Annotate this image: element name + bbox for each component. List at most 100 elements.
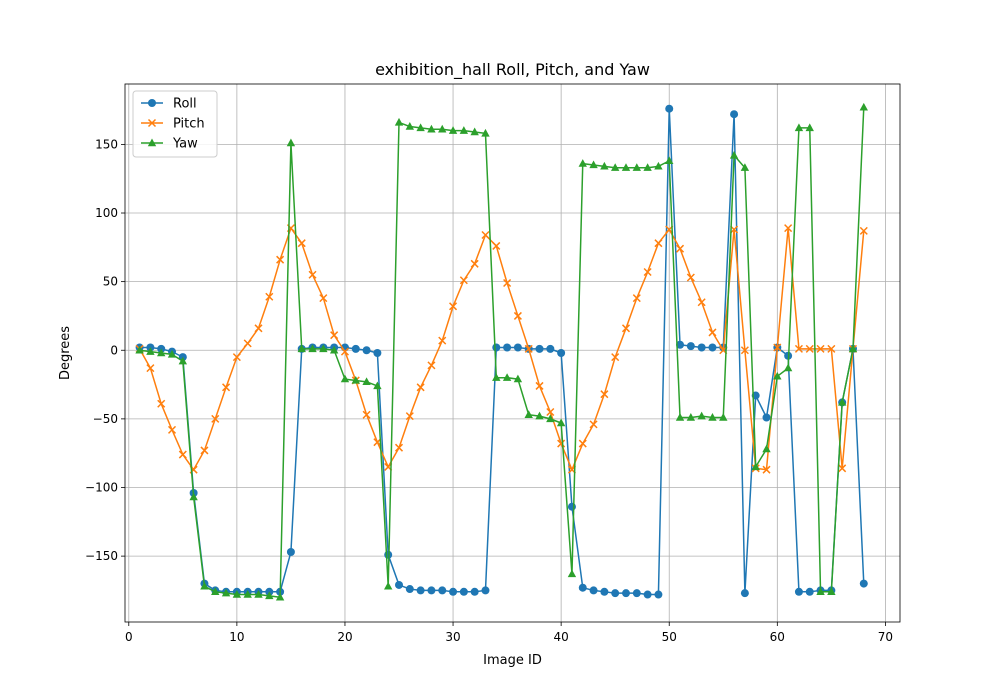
yaw-point <box>708 413 717 421</box>
yaw-point <box>794 123 804 132</box>
roll-point <box>676 340 685 349</box>
yaw-point <box>589 160 598 169</box>
roll-point <box>438 586 447 595</box>
pitch-point <box>265 292 274 301</box>
yaw-point <box>416 123 425 132</box>
roll-point <box>632 589 641 598</box>
pitch-point <box>167 425 177 434</box>
y-axis-label: Degrees <box>58 326 73 380</box>
roll-point <box>416 586 425 595</box>
yaw-point <box>492 373 501 381</box>
y-tick-label: −50 <box>93 412 118 426</box>
y-tick-label: 50 <box>103 275 118 289</box>
yaw-point <box>297 344 306 353</box>
pitch-point <box>621 324 631 333</box>
pitch-line <box>138 227 865 471</box>
yaw-point <box>816 587 825 596</box>
yaw-point <box>308 344 317 353</box>
y-axis-ticks: −150 −100 −50 0 50 100 150 <box>85 137 125 563</box>
yaw-point <box>621 163 631 171</box>
roll-point <box>503 343 512 352</box>
pitch-point <box>146 364 155 373</box>
roll-point <box>611 589 620 598</box>
roll-point <box>351 344 360 353</box>
roll-point <box>654 590 663 599</box>
yaw-point <box>427 124 436 133</box>
pitch-point <box>676 244 685 253</box>
yaw-point <box>697 411 706 420</box>
yaw-point <box>502 373 512 381</box>
yaw-point <box>848 344 858 353</box>
yaw-point <box>567 569 577 578</box>
yaw-point <box>232 590 242 598</box>
roll-line <box>139 107 865 596</box>
pitch-point <box>222 383 231 392</box>
y-tick-label: 100 <box>95 206 118 220</box>
roll-point <box>697 343 706 352</box>
yaw-point <box>578 159 587 167</box>
x-tick-label: 30 <box>445 630 460 644</box>
legend-label-yaw: Yaw <box>172 137 198 152</box>
yaw-point <box>837 397 847 406</box>
yaw-point <box>243 590 252 598</box>
pitch-point <box>416 383 425 392</box>
pitch-point <box>297 239 306 248</box>
yaw-point <box>686 413 696 421</box>
y-tick-label: 0 <box>110 343 118 357</box>
x-tick-label: 60 <box>770 630 785 644</box>
yaw-point <box>340 374 350 383</box>
pitch-point <box>405 412 414 421</box>
pitch-point <box>232 353 241 362</box>
x-tick-label: 70 <box>878 630 893 644</box>
y-tick-label: 150 <box>95 137 118 151</box>
pitch-point <box>859 226 868 235</box>
yaw-point <box>773 371 782 380</box>
plot-frame <box>124 83 901 623</box>
roll-point <box>427 586 436 595</box>
roll-point <box>730 110 739 119</box>
x-tick-label: 40 <box>553 630 568 644</box>
yaw-point <box>265 591 274 600</box>
yaw-point <box>481 128 490 137</box>
roll-point <box>373 349 382 357</box>
x-tick-label: 10 <box>229 630 244 644</box>
legend: Roll Pitch Yaw <box>132 90 218 158</box>
pitch-point <box>254 324 263 333</box>
yaw-point <box>827 587 836 596</box>
yaw-point <box>319 344 328 353</box>
pitch-point <box>200 446 209 455</box>
roll-point <box>362 346 371 355</box>
pitch-point <box>708 328 717 337</box>
yaw-point <box>654 161 663 170</box>
yaw-point <box>524 410 533 418</box>
legend-marker-pitch <box>147 118 157 128</box>
yaw-point <box>383 581 393 590</box>
y-tick-label: −150 <box>85 549 118 563</box>
yaw-point <box>438 124 447 133</box>
yaw-point <box>535 411 544 420</box>
roll-point <box>794 587 803 596</box>
roll-point <box>449 587 458 596</box>
pitch-point <box>816 344 825 353</box>
roll-point <box>395 580 404 589</box>
chart-title: exhibition_hall Roll, Pitch, and Yaw <box>375 60 650 80</box>
yaw-point <box>740 163 750 171</box>
pitch-point <box>243 339 252 348</box>
pitch-point <box>697 298 706 307</box>
pitch-point <box>319 294 328 303</box>
pitch-point <box>427 361 436 370</box>
pitch-point <box>838 464 847 473</box>
legend-marker-yaw <box>147 138 157 147</box>
yaw-point <box>805 123 814 132</box>
yaw-point <box>513 374 523 383</box>
pitch-point <box>589 420 598 429</box>
yaw-point <box>351 375 360 384</box>
yaw-point <box>459 126 469 134</box>
roll-point <box>643 590 652 599</box>
yaw-point <box>448 126 458 134</box>
yaw-point <box>859 102 868 111</box>
roll-point <box>740 589 749 598</box>
roll-point <box>686 342 695 351</box>
pitch-point <box>481 230 490 239</box>
roll-point <box>546 344 555 353</box>
